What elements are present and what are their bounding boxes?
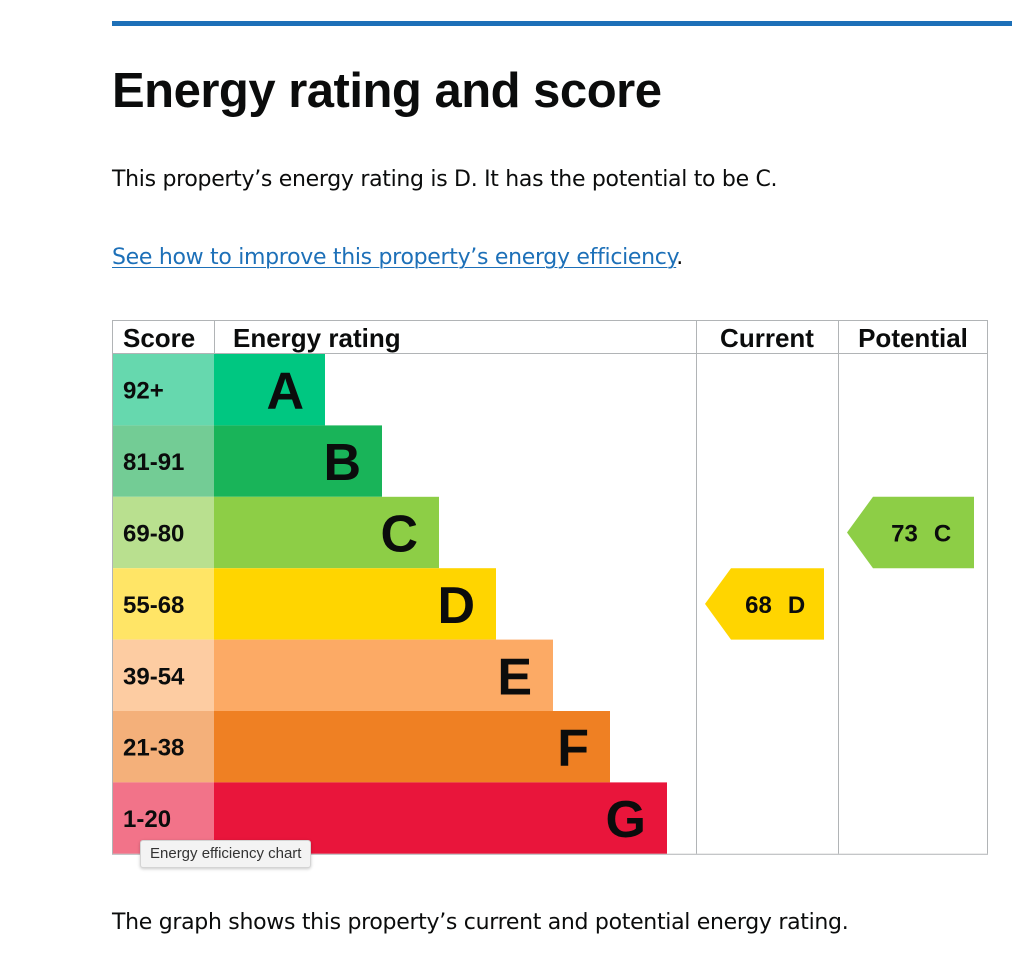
rating-letter-c: C [380, 506, 418, 564]
rating-letter-b: B [323, 434, 361, 492]
score-cell-e [112, 639, 214, 711]
rating-bar-d [214, 568, 496, 640]
rating-letter-e: E [497, 648, 532, 706]
current-score-value: 68 [745, 592, 772, 619]
score-range-b: 81-91 [123, 449, 184, 476]
energy-rating-column-header: Energy rating [233, 323, 401, 353]
score-cell-b [112, 425, 214, 497]
page-title: Energy rating and score [112, 64, 662, 118]
score-column-header: Score [123, 323, 195, 353]
rating-bar-e [214, 639, 553, 711]
current-rating-letter: D [788, 592, 805, 619]
energy-rating-summary: This property’s energy rating is D. It h… [112, 167, 778, 192]
potential-rating-arrow [847, 496, 974, 569]
section-top-rule [112, 21, 1012, 26]
score-range-d: 55-68 [123, 592, 184, 619]
score-cell-f [112, 711, 214, 783]
score-range-f: 21-38 [123, 735, 184, 762]
score-cell-a [112, 354, 214, 426]
rating-letter-a: A [266, 363, 304, 421]
score-range-c: 69-80 [123, 521, 184, 548]
improve-energy-efficiency-link[interactable]: See how to improve this property’s energ… [112, 245, 677, 270]
rating-letter-d: D [437, 577, 475, 635]
rating-letter-f: F [557, 720, 589, 778]
potential-rating-letter: C [934, 521, 951, 548]
potential-column-header: Potential [858, 323, 968, 353]
current-column-header: Current [720, 323, 814, 353]
potential-score-value: 73 [891, 521, 918, 548]
chart-tooltip: Energy efficiency chart [140, 840, 312, 868]
rating-bar-b [214, 425, 382, 497]
rating-bar-c [214, 496, 439, 569]
score-range-e: 39-54 [123, 663, 185, 690]
score-cell-d [112, 568, 214, 640]
rating-letter-g: G [606, 791, 646, 849]
graph-description: The graph shows this property’s current … [112, 910, 849, 935]
current-rating-arrow [705, 568, 824, 640]
improve-trailing-period: . [676, 245, 683, 270]
rating-bar-a [214, 354, 325, 426]
score-range-g: 1-20 [123, 806, 171, 833]
score-range-a: 92+ [123, 378, 164, 405]
rating-bar-f [214, 711, 610, 783]
improve-paragraph: See how to improve this property’s energ… [112, 242, 683, 274]
score-cell-c [112, 496, 214, 569]
